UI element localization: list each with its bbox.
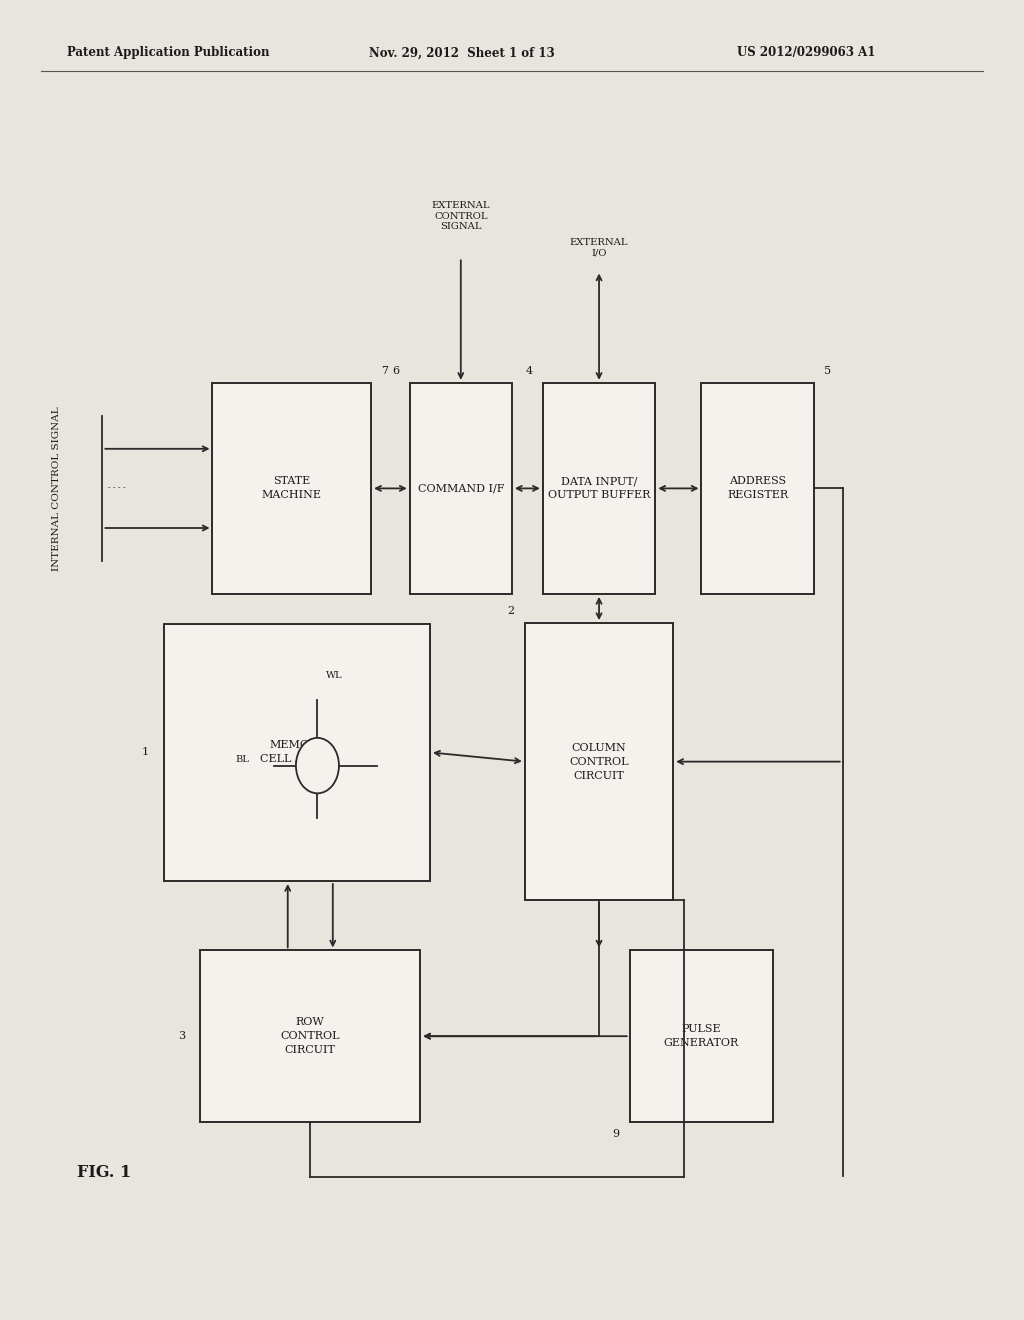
Bar [543,383,655,594]
Text: 9: 9 [612,1129,620,1139]
Bar [212,383,371,594]
Text: MEMORY
CELL ARRAY: MEMORY CELL ARRAY [260,741,334,764]
Bar [164,623,430,882]
Text: ADDRESS
REGISTER: ADDRESS REGISTER [727,477,788,500]
Text: EXTERNAL
CONTROL
SIGNAL: EXTERNAL CONTROL SIGNAL [431,201,490,231]
Text: 2: 2 [508,606,514,616]
Text: - - - -: - - - - [108,484,125,492]
Text: 3: 3 [178,1031,184,1041]
Text: DATA INPUT/
OUTPUT BUFFER: DATA INPUT/ OUTPUT BUFFER [548,477,650,500]
Text: 5: 5 [824,366,831,376]
Text: 6: 6 [392,366,399,376]
Bar [630,950,773,1122]
Text: EXTERNAL
I/O: EXTERNAL I/O [569,238,629,257]
Text: 7: 7 [381,366,388,376]
Text: COMMAND I/F: COMMAND I/F [418,483,504,494]
Text: BL: BL [234,755,249,763]
Circle shape [296,738,339,793]
Text: STATE
MACHINE: STATE MACHINE [262,477,322,500]
Text: US 2012/0299063 A1: US 2012/0299063 A1 [737,46,876,59]
Text: COLUMN
CONTROL
CIRCUIT: COLUMN CONTROL CIRCUIT [569,743,629,780]
Bar [201,950,420,1122]
Text: 4: 4 [525,366,532,376]
Text: PULSE
GENERATOR: PULSE GENERATOR [664,1024,739,1048]
Text: WL: WL [326,671,342,680]
Bar [701,383,814,594]
Text: Nov. 29, 2012  Sheet 1 of 13: Nov. 29, 2012 Sheet 1 of 13 [369,46,554,59]
Text: ROW
CONTROL
CIRCUIT: ROW CONTROL CIRCUIT [281,1018,340,1055]
Text: INTERNAL CONTROL SIGNAL: INTERNAL CONTROL SIGNAL [52,407,60,570]
Text: 1: 1 [141,747,148,758]
Text: FIG. 1: FIG. 1 [77,1164,131,1180]
Bar [410,383,512,594]
Bar [524,623,674,900]
Text: Patent Application Publication: Patent Application Publication [67,46,269,59]
